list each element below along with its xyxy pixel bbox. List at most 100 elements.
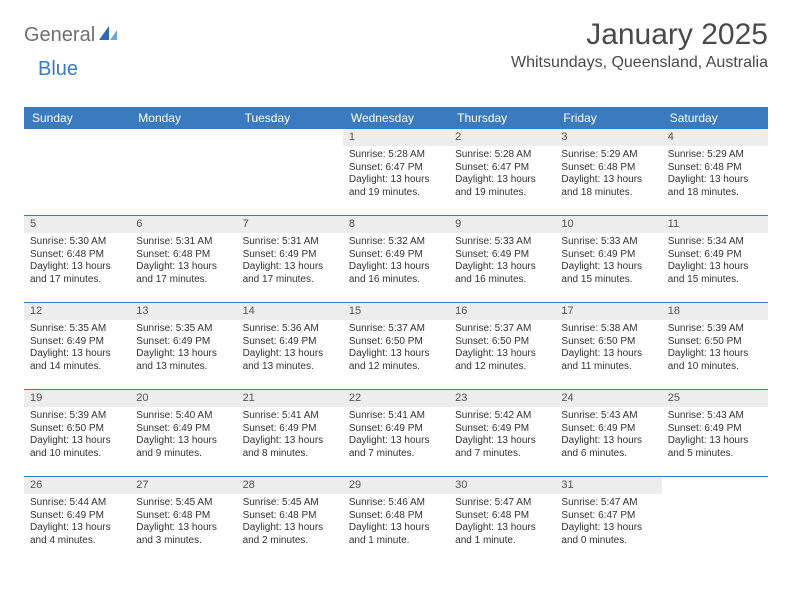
daylight-text: Daylight: 13 hours and 19 minutes. xyxy=(349,174,443,199)
daylight-text: Daylight: 13 hours and 12 minutes. xyxy=(455,348,549,373)
daylight-text: Daylight: 13 hours and 13 minutes. xyxy=(136,348,230,373)
sunset-text: Sunset: 6:48 PM xyxy=(455,510,549,523)
day-body: Sunrise: 5:29 AMSunset: 6:48 PMDaylight:… xyxy=(662,146,768,203)
week-row: 1Sunrise: 5:28 AMSunset: 6:47 PMDaylight… xyxy=(24,129,768,216)
sunrise-text: Sunrise: 5:37 AM xyxy=(455,323,549,336)
sunset-text: Sunset: 6:50 PM xyxy=(668,336,762,349)
sunset-text: Sunset: 6:49 PM xyxy=(243,336,337,349)
sunrise-text: Sunrise: 5:47 AM xyxy=(561,497,655,510)
daylight-text: Daylight: 13 hours and 7 minutes. xyxy=(349,435,443,460)
day-cell: 31Sunrise: 5:47 AMSunset: 6:47 PMDayligh… xyxy=(555,477,661,563)
page-title: January 2025 xyxy=(511,18,768,52)
day-cell: 13Sunrise: 5:35 AMSunset: 6:49 PMDayligh… xyxy=(130,303,236,389)
sunrise-text: Sunrise: 5:47 AM xyxy=(455,497,549,510)
day-body: Sunrise: 5:44 AMSunset: 6:49 PMDaylight:… xyxy=(24,494,130,551)
day-number: 19 xyxy=(24,390,130,407)
daylight-text: Daylight: 13 hours and 17 minutes. xyxy=(136,261,230,286)
logo-word-2: Blue xyxy=(38,58,78,80)
day-body: Sunrise: 5:41 AMSunset: 6:49 PMDaylight:… xyxy=(343,407,449,464)
sunrise-text: Sunrise: 5:33 AM xyxy=(561,236,655,249)
sunset-text: Sunset: 6:50 PM xyxy=(30,423,124,436)
day-body: Sunrise: 5:46 AMSunset: 6:48 PMDaylight:… xyxy=(343,494,449,551)
sunset-text: Sunset: 6:49 PM xyxy=(136,423,230,436)
day-number: 20 xyxy=(130,390,236,407)
weekday-header: Sunday xyxy=(24,107,130,129)
daylight-text: Daylight: 13 hours and 18 minutes. xyxy=(561,174,655,199)
daylight-text: Daylight: 13 hours and 19 minutes. xyxy=(455,174,549,199)
day-number xyxy=(662,477,768,494)
sunset-text: Sunset: 6:50 PM xyxy=(349,336,443,349)
sunset-text: Sunset: 6:48 PM xyxy=(136,249,230,262)
day-number: 17 xyxy=(555,303,661,320)
sunrise-text: Sunrise: 5:44 AM xyxy=(30,497,124,510)
day-number: 9 xyxy=(449,216,555,233)
sunset-text: Sunset: 6:49 PM xyxy=(30,336,124,349)
day-cell: 6Sunrise: 5:31 AMSunset: 6:48 PMDaylight… xyxy=(130,216,236,302)
day-body: Sunrise: 5:45 AMSunset: 6:48 PMDaylight:… xyxy=(130,494,236,551)
sunrise-text: Sunrise: 5:43 AM xyxy=(561,410,655,423)
day-body: Sunrise: 5:47 AMSunset: 6:47 PMDaylight:… xyxy=(555,494,661,551)
day-body: Sunrise: 5:37 AMSunset: 6:50 PMDaylight:… xyxy=(449,320,555,377)
day-number: 31 xyxy=(555,477,661,494)
sunset-text: Sunset: 6:49 PM xyxy=(455,423,549,436)
sunrise-text: Sunrise: 5:39 AM xyxy=(30,410,124,423)
day-cell: 27Sunrise: 5:45 AMSunset: 6:48 PMDayligh… xyxy=(130,477,236,563)
day-cell: 23Sunrise: 5:42 AMSunset: 6:49 PMDayligh… xyxy=(449,390,555,476)
day-number: 18 xyxy=(662,303,768,320)
daylight-text: Daylight: 13 hours and 1 minute. xyxy=(455,522,549,547)
daylight-text: Daylight: 13 hours and 9 minutes. xyxy=(136,435,230,460)
sunrise-text: Sunrise: 5:41 AM xyxy=(243,410,337,423)
day-cell: 28Sunrise: 5:45 AMSunset: 6:48 PMDayligh… xyxy=(237,477,343,563)
sunset-text: Sunset: 6:49 PM xyxy=(455,249,549,262)
daylight-text: Daylight: 13 hours and 15 minutes. xyxy=(561,261,655,286)
day-cell xyxy=(662,477,768,563)
daylight-text: Daylight: 13 hours and 4 minutes. xyxy=(30,522,124,547)
day-number: 23 xyxy=(449,390,555,407)
day-cell xyxy=(24,129,130,215)
day-number: 11 xyxy=(662,216,768,233)
day-number: 4 xyxy=(662,129,768,146)
daylight-text: Daylight: 13 hours and 7 minutes. xyxy=(455,435,549,460)
day-body: Sunrise: 5:30 AMSunset: 6:48 PMDaylight:… xyxy=(24,233,130,290)
day-body: Sunrise: 5:29 AMSunset: 6:48 PMDaylight:… xyxy=(555,146,661,203)
day-cell: 8Sunrise: 5:32 AMSunset: 6:49 PMDaylight… xyxy=(343,216,449,302)
day-body: Sunrise: 5:33 AMSunset: 6:49 PMDaylight:… xyxy=(449,233,555,290)
day-cell: 25Sunrise: 5:43 AMSunset: 6:49 PMDayligh… xyxy=(662,390,768,476)
weekday-header-row: Sunday Monday Tuesday Wednesday Thursday… xyxy=(24,107,768,129)
sunset-text: Sunset: 6:48 PM xyxy=(30,249,124,262)
day-cell: 5Sunrise: 5:30 AMSunset: 6:48 PMDaylight… xyxy=(24,216,130,302)
sunset-text: Sunset: 6:48 PM xyxy=(136,510,230,523)
daylight-text: Daylight: 13 hours and 15 minutes. xyxy=(668,261,762,286)
day-number xyxy=(130,129,236,146)
sunset-text: Sunset: 6:49 PM xyxy=(136,336,230,349)
sunrise-text: Sunrise: 5:28 AM xyxy=(455,149,549,162)
day-cell: 10Sunrise: 5:33 AMSunset: 6:49 PMDayligh… xyxy=(555,216,661,302)
day-cell: 12Sunrise: 5:35 AMSunset: 6:49 PMDayligh… xyxy=(24,303,130,389)
day-body: Sunrise: 5:36 AMSunset: 6:49 PMDaylight:… xyxy=(237,320,343,377)
day-number: 2 xyxy=(449,129,555,146)
day-number: 15 xyxy=(343,303,449,320)
day-cell: 17Sunrise: 5:38 AMSunset: 6:50 PMDayligh… xyxy=(555,303,661,389)
daylight-text: Daylight: 13 hours and 5 minutes. xyxy=(668,435,762,460)
daylight-text: Daylight: 13 hours and 17 minutes. xyxy=(30,261,124,286)
day-body: Sunrise: 5:34 AMSunset: 6:49 PMDaylight:… xyxy=(662,233,768,290)
sunrise-text: Sunrise: 5:39 AM xyxy=(668,323,762,336)
day-body: Sunrise: 5:40 AMSunset: 6:49 PMDaylight:… xyxy=(130,407,236,464)
day-body: Sunrise: 5:31 AMSunset: 6:49 PMDaylight:… xyxy=(237,233,343,290)
sunrise-text: Sunrise: 5:30 AM xyxy=(30,236,124,249)
sunrise-text: Sunrise: 5:40 AM xyxy=(136,410,230,423)
sunrise-text: Sunrise: 5:31 AM xyxy=(243,236,337,249)
day-number: 29 xyxy=(343,477,449,494)
sunrise-text: Sunrise: 5:29 AM xyxy=(668,149,762,162)
day-body: Sunrise: 5:32 AMSunset: 6:49 PMDaylight:… xyxy=(343,233,449,290)
day-number xyxy=(237,129,343,146)
day-number: 25 xyxy=(662,390,768,407)
logo-word-1: General xyxy=(24,24,95,47)
sunset-text: Sunset: 6:47 PM xyxy=(349,162,443,175)
day-cell: 18Sunrise: 5:39 AMSunset: 6:50 PMDayligh… xyxy=(662,303,768,389)
day-number: 30 xyxy=(449,477,555,494)
daylight-text: Daylight: 13 hours and 18 minutes. xyxy=(668,174,762,199)
day-cell: 26Sunrise: 5:44 AMSunset: 6:49 PMDayligh… xyxy=(24,477,130,563)
week-row: 5Sunrise: 5:30 AMSunset: 6:48 PMDaylight… xyxy=(24,216,768,303)
day-cell: 19Sunrise: 5:39 AMSunset: 6:50 PMDayligh… xyxy=(24,390,130,476)
